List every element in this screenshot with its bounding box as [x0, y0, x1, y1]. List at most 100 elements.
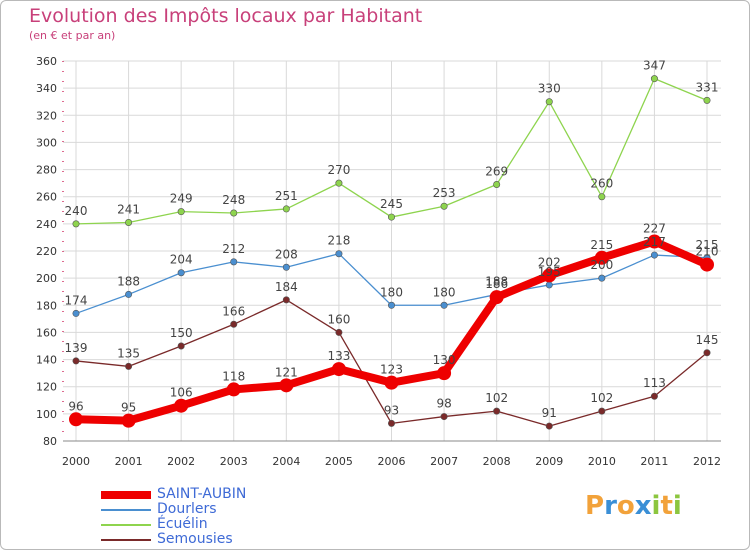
y-tick-label: 340 — [36, 82, 57, 95]
data-point — [125, 290, 133, 298]
data-point — [493, 407, 501, 415]
data-label: 260 — [590, 177, 613, 191]
data-label: 135 — [117, 346, 140, 360]
data-point — [440, 202, 448, 210]
y-tick-label: 240 — [36, 218, 57, 231]
logo-letter: r — [604, 491, 617, 521]
data-label: 180 — [380, 285, 403, 299]
data-label: 347 — [643, 59, 666, 73]
x-tick-label: 2009 — [535, 455, 563, 468]
data-point — [279, 378, 294, 393]
data-label: 269 — [485, 165, 508, 179]
data-label: 249 — [170, 192, 193, 206]
data-label: 331 — [696, 80, 719, 94]
legend-label: Écuélin — [157, 516, 208, 532]
data-label: 200 — [590, 258, 613, 272]
data-label: 139 — [65, 341, 88, 355]
chart-title: Evolution des Impôts locaux par Habitant — [29, 5, 423, 27]
data-label: 174 — [65, 293, 88, 307]
legend-swatch — [101, 491, 151, 499]
data-point — [594, 250, 609, 265]
data-point — [542, 268, 557, 283]
y-tick-label: 120 — [36, 381, 57, 394]
data-label: 91 — [542, 406, 557, 420]
data-point — [230, 209, 238, 217]
y-tick-label: 220 — [36, 245, 57, 258]
y-tick-label: 360 — [36, 55, 57, 68]
data-point — [331, 362, 346, 377]
data-point — [174, 398, 189, 413]
data-point — [125, 219, 133, 227]
data-label: 95 — [121, 401, 136, 415]
data-point — [230, 320, 238, 328]
data-point — [282, 205, 290, 213]
data-point — [177, 208, 185, 216]
data-point — [650, 251, 658, 259]
data-point — [282, 263, 290, 271]
data-label: 253 — [433, 186, 456, 200]
data-point — [440, 413, 448, 421]
data-point — [335, 250, 343, 258]
chart-subtitle: (en € et par an) — [29, 29, 116, 42]
x-tick-label: 2005 — [325, 455, 353, 468]
y-tick-label: 140 — [36, 354, 57, 367]
data-label: 251 — [275, 189, 298, 203]
data-point — [703, 349, 711, 357]
data-label: 217 — [643, 235, 666, 249]
data-label: 270 — [327, 163, 350, 177]
data-label: 166 — [222, 304, 245, 318]
legend-label: Dourlers — [157, 501, 217, 517]
data-point — [387, 419, 395, 427]
legend-swatch — [101, 539, 151, 541]
data-label: 248 — [222, 193, 245, 207]
x-tick-label: 2003 — [220, 455, 248, 468]
data-label: 186 — [485, 277, 508, 291]
data-label: 202 — [538, 255, 561, 269]
x-tick-label: 2010 — [588, 455, 616, 468]
x-tick-label: 2012 — [693, 455, 721, 468]
data-label: 240 — [65, 204, 88, 218]
data-label: 195 — [538, 265, 561, 279]
data-label: 180 — [433, 285, 456, 299]
data-point — [598, 407, 606, 415]
data-label: 212 — [222, 242, 245, 256]
data-point — [72, 357, 80, 365]
data-label: 210 — [696, 245, 719, 259]
y-tick-label: 100 — [36, 408, 57, 421]
data-point — [647, 234, 662, 249]
data-label: 113 — [643, 376, 666, 390]
data-label: 184 — [275, 280, 298, 294]
data-label: 245 — [380, 197, 403, 211]
data-label: 227 — [643, 222, 666, 236]
legend-label: Semousies — [157, 531, 233, 547]
data-label: 188 — [117, 274, 140, 288]
data-point — [703, 96, 711, 104]
legend-label: SAINT-AUBIN — [157, 486, 247, 502]
data-point — [387, 213, 395, 221]
data-point — [545, 98, 553, 106]
x-tick-label: 2004 — [272, 455, 300, 468]
data-label: 102 — [485, 391, 508, 405]
data-label: 102 — [590, 391, 613, 405]
legend-swatch — [101, 524, 151, 526]
data-point — [282, 296, 290, 304]
logo-letter: o — [616, 491, 635, 521]
data-point — [335, 328, 343, 336]
data-point — [387, 301, 395, 309]
data-point — [226, 382, 241, 397]
data-point — [650, 75, 658, 83]
y-tick-label: 160 — [36, 326, 57, 339]
y-tick-label: 200 — [36, 272, 57, 285]
data-point — [177, 342, 185, 350]
proxiti-logo: Proxiti — [585, 491, 682, 521]
data-label: 208 — [275, 247, 298, 261]
y-tick-label: 280 — [36, 164, 57, 177]
data-point — [598, 193, 606, 201]
x-tick-label: 2007 — [430, 455, 458, 468]
data-label: 98 — [436, 397, 451, 411]
data-label: 106 — [170, 386, 193, 400]
data-point — [598, 274, 606, 282]
data-label: 118 — [222, 369, 245, 383]
data-label: 121 — [275, 365, 298, 379]
data-point — [72, 220, 80, 228]
